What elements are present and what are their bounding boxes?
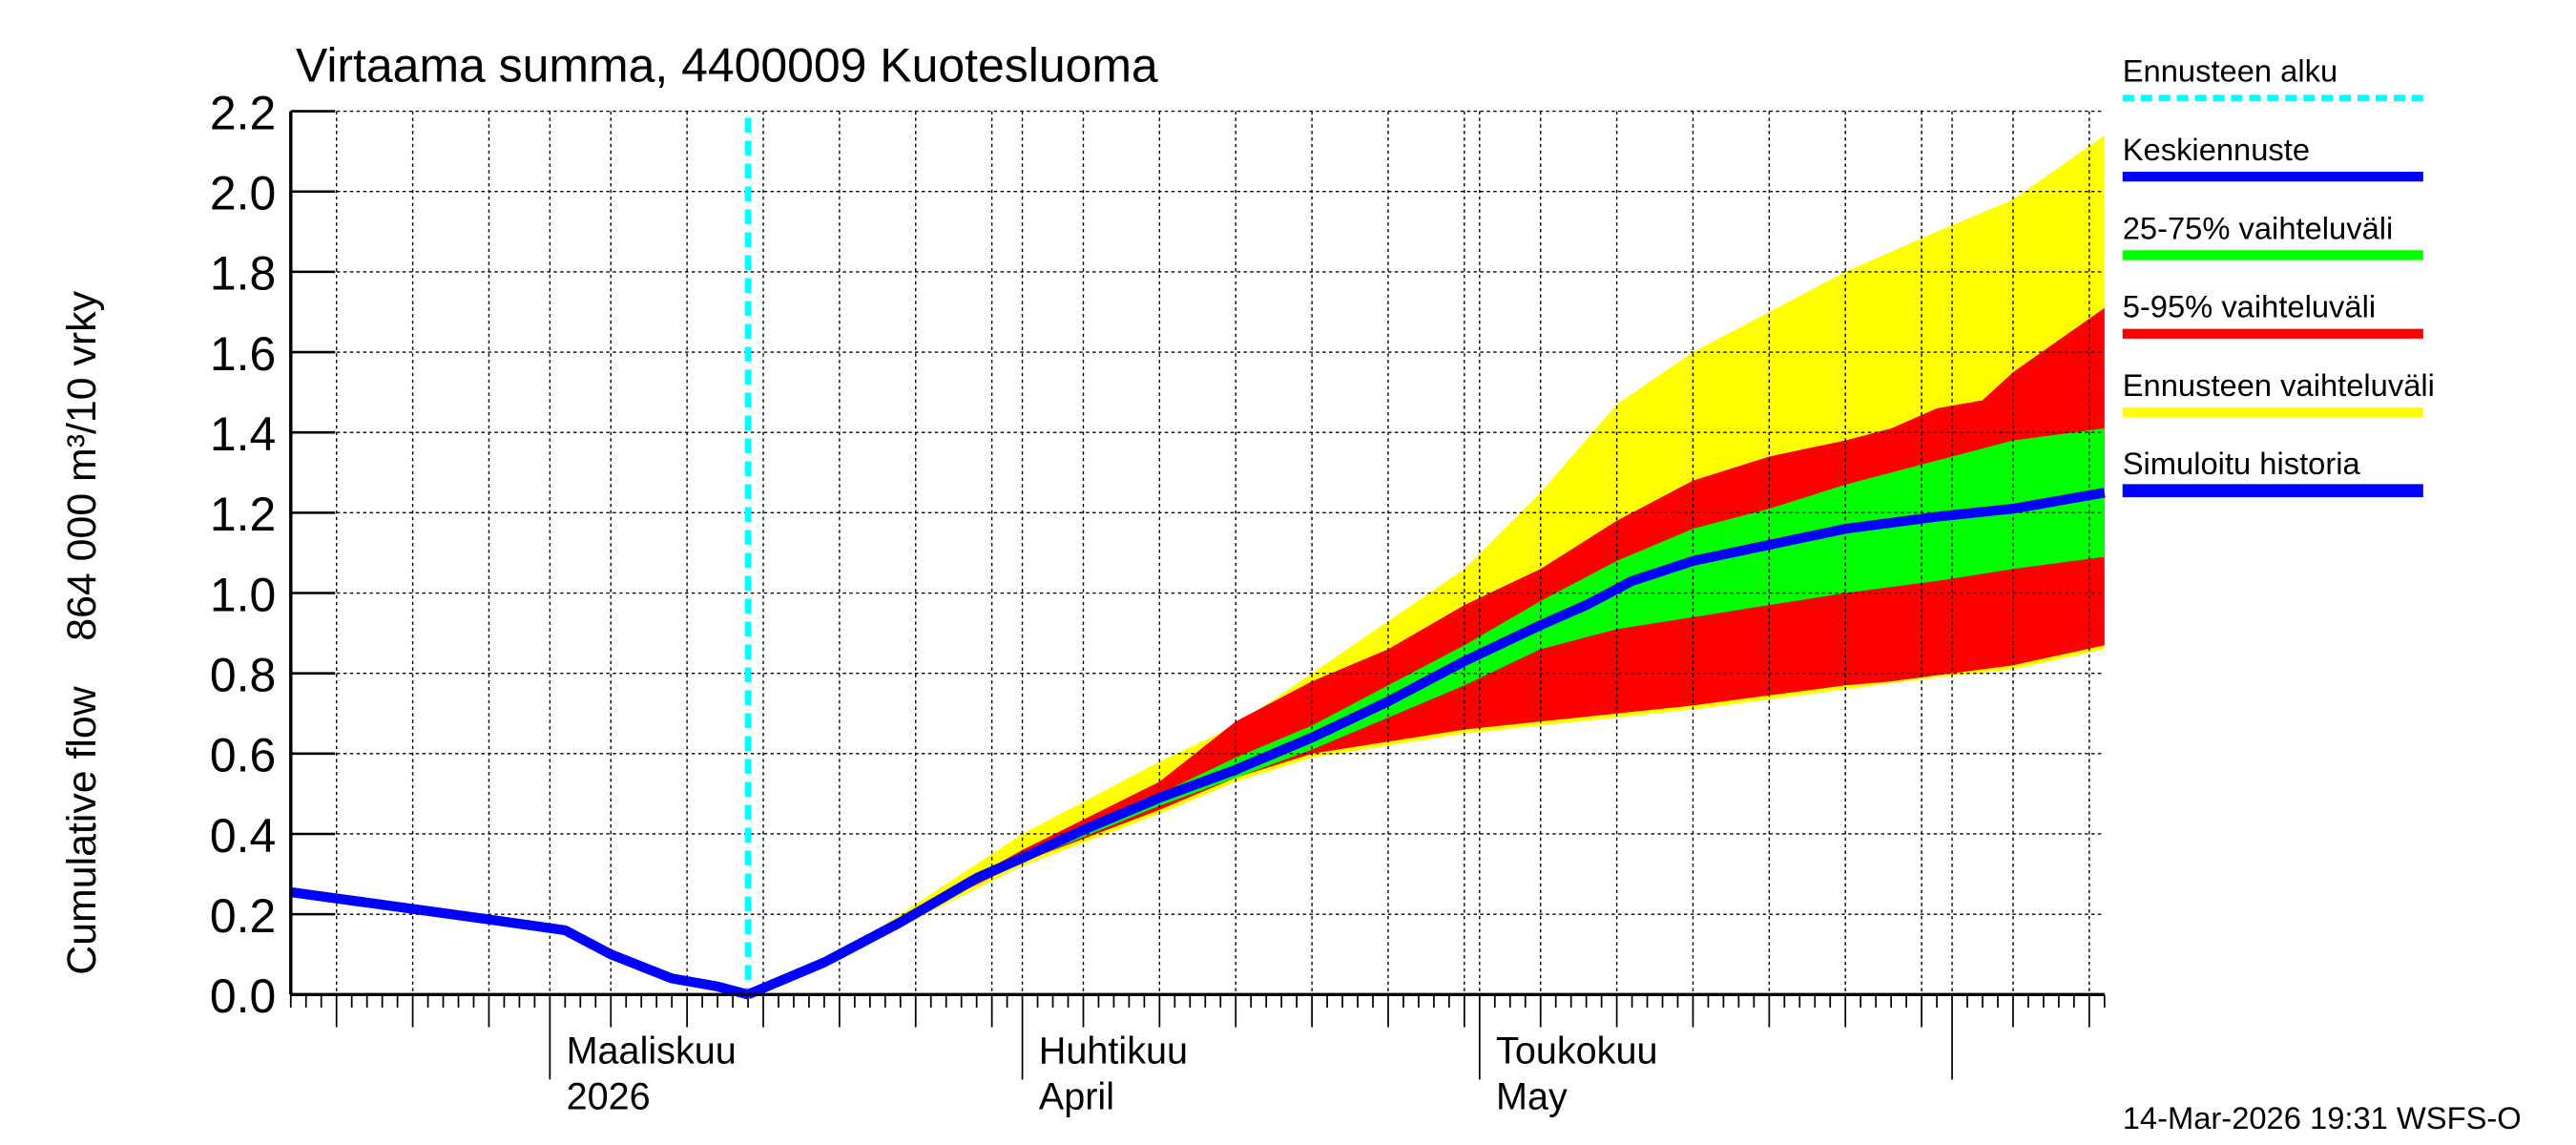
legend-label: Keskiennuste [2123, 132, 2310, 167]
y-tick-label: 0.2 [210, 889, 276, 943]
legend-label: Ennusteen vaihteluväli [2123, 367, 2435, 403]
y-tick-label: 1.2 [210, 488, 276, 541]
y-tick-label: 1.4 [210, 407, 276, 461]
y-tick-label: 0.0 [210, 969, 276, 1023]
legend-label: 5-95% vaihteluväli [2123, 289, 2376, 324]
band-1 [839, 307, 2105, 955]
timestamp: 14-Mar-2026 19:31 WSFS-O [2123, 1100, 2522, 1135]
y-tick-label: 1.0 [210, 568, 276, 621]
y-tick-label: 2.0 [210, 167, 276, 220]
x-tick-label: May [1496, 1075, 1568, 1117]
x-tick-label: 2026 [567, 1075, 651, 1117]
x-tick-label: April [1039, 1075, 1114, 1117]
x-tick-label: Huhtikuu [1039, 1030, 1188, 1072]
y-tick-label: 0.4 [210, 809, 276, 863]
y-tick-label: 0.8 [210, 649, 276, 702]
chart-title: Virtaama summa, 4400009 Kuotesluoma [296, 39, 1158, 93]
legend-label: 25-75% vaihteluväli [2123, 210, 2394, 245]
line-simuloitu-historia [290, 886, 750, 1000]
y-tick-label: 2.2 [210, 87, 276, 140]
x-tick-label: Maaliskuu [567, 1030, 737, 1072]
x-tick-label: Toukokuu [1496, 1030, 1657, 1072]
y-axis-label: Cumulative flow 864 000 m³/10 vrky [59, 290, 105, 974]
legend-label: Simuloitu historia [2123, 446, 2361, 481]
y-tick-label: 1.8 [210, 247, 276, 301]
y-tick-label: 1.6 [210, 327, 276, 381]
legend-label: Ennusteen alku [2123, 53, 2337, 89]
line-keskiennuste [746, 488, 2106, 1000]
y-tick-label: 0.6 [210, 729, 276, 782]
band-0 [839, 135, 2105, 955]
